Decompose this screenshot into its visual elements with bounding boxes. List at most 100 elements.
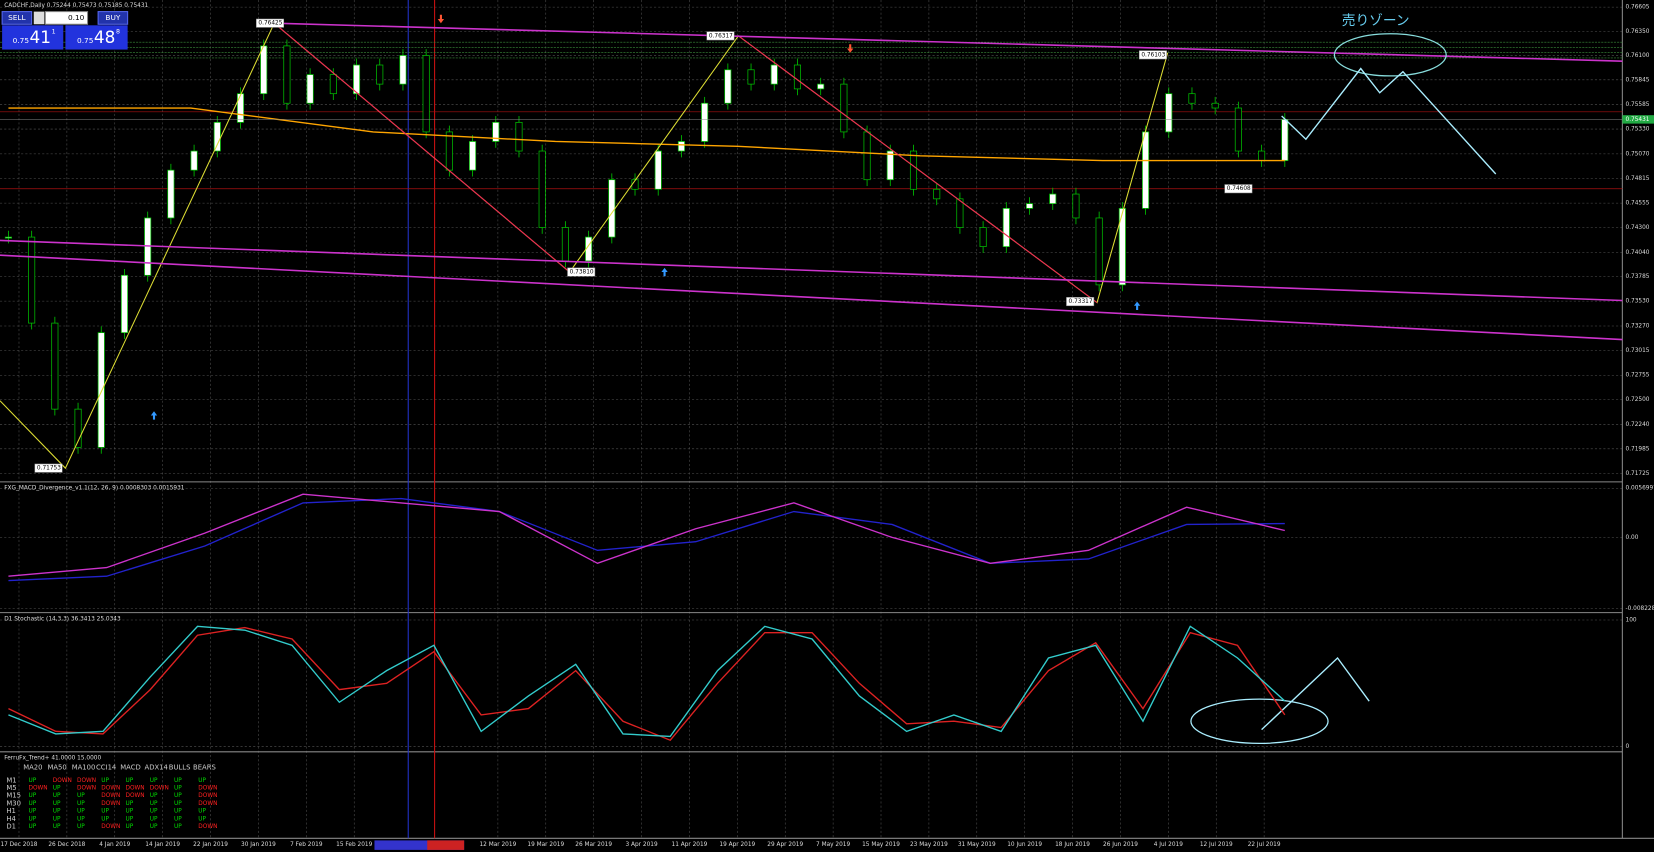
buy-price-pips: 48: [94, 27, 115, 47]
trend-cell: UP: [53, 793, 61, 799]
candle: [97, 332, 105, 448]
indicators: [8, 493, 1286, 742]
candle: [1258, 150, 1266, 161]
trend-cell: DOWN: [198, 824, 217, 830]
candle: [956, 198, 964, 228]
trend-cell: UP: [53, 809, 61, 815]
stoch-ellipse: [1190, 698, 1329, 745]
trend-cell: UP: [126, 778, 134, 784]
candle: [329, 74, 337, 95]
y-tick-label: 0.74555: [1626, 201, 1650, 207]
candle: [561, 227, 569, 262]
candle: [376, 64, 384, 85]
candle: [1002, 208, 1010, 247]
date-label: 31 May 2019: [958, 842, 996, 848]
trend-cell: UP: [28, 801, 36, 807]
date-label: 26 Jun 2019: [1103, 842, 1138, 848]
lot-field[interactable]: [44, 11, 89, 25]
swing-label: 0.71753: [37, 466, 61, 472]
trend-cell: UP: [150, 809, 158, 815]
trend-cell: UP: [150, 801, 158, 807]
candle: [817, 83, 825, 90]
candle: [608, 179, 616, 238]
candle: [445, 131, 453, 171]
date-label: 19 Apr 2019: [719, 842, 755, 848]
trend-cell: DOWN: [53, 778, 72, 784]
candle: [74, 408, 82, 448]
trend-cell: UP: [53, 801, 61, 807]
date-highlight: [427, 840, 465, 850]
trend-cell: UP: [198, 809, 206, 815]
lot-dropdown[interactable]: [33, 11, 45, 25]
trend-timeframe: D1: [6, 822, 16, 830]
trend-column: MA50: [47, 764, 66, 772]
candle: [120, 274, 129, 334]
trend-cell: UP: [28, 824, 36, 830]
sell-price-pips: 41: [30, 27, 51, 47]
date-label: 15 Feb 2019: [336, 842, 372, 848]
trend-cell: UP: [28, 809, 36, 815]
candle: [1095, 217, 1103, 286]
candle: [1234, 107, 1242, 152]
trend-column: CCI14: [96, 764, 116, 772]
date-highlight: [374, 840, 465, 850]
swing-label-box: [1066, 297, 1095, 307]
stochastic-signal: [8, 626, 1286, 742]
date-label: 30 Jan 2019: [241, 842, 276, 848]
date-label: 26 Dec 2018: [48, 842, 85, 848]
trend-cell: UP: [53, 816, 61, 822]
trend-cell: DOWN: [198, 793, 217, 799]
y-tick-label: 0.73785: [1626, 274, 1650, 280]
trend-cell: DOWN: [101, 793, 120, 799]
y-tick-label: 0.76605: [1626, 5, 1650, 11]
candle: [306, 74, 314, 104]
sell-button[interactable]: [1, 11, 33, 25]
sell-price-box[interactable]: [2, 25, 64, 50]
trend-cell: UP: [53, 785, 61, 791]
y-tick-label: 0.74040: [1626, 250, 1650, 256]
trend-cell: UP: [126, 801, 134, 807]
macd-title: FXG_MACD_Divergence_v1.1(12, 26, 9) 0.00…: [4, 486, 185, 492]
candle: [933, 188, 941, 200]
candle: [840, 83, 848, 133]
trend-cell: UP: [174, 785, 182, 791]
candle: [283, 45, 291, 104]
candle: [863, 131, 871, 181]
candle: [190, 150, 198, 171]
candle: [4, 236, 12, 239]
resistance-line: [274, 22, 1623, 62]
trend-column: MA100: [72, 764, 96, 772]
zigzag-down: [273, 22, 570, 273]
levels: [0, 41, 1623, 190]
trend-timeframe: M30: [6, 799, 21, 807]
candle: [1142, 131, 1150, 209]
moving-average: [8, 107, 1285, 162]
trend-cell: UP: [150, 816, 158, 822]
date-label: 7 May 2019: [816, 842, 850, 848]
date-label: 22 Jul 2019: [1248, 842, 1281, 848]
y-tick-label: 0.76350: [1626, 29, 1650, 35]
date-label: 12 Jul 2019: [1200, 842, 1233, 848]
trend-cell: UP: [174, 816, 182, 822]
stoch-title: D1 Stochastic (14,3,3) 36.3413 25.0343: [4, 616, 121, 622]
candle: [51, 322, 59, 410]
symbol-header: CADCHF,Daily 0.75244 0.75473 0.75185 0.7…: [4, 3, 148, 9]
y-tick-label: -0.0082283: [1626, 606, 1654, 612]
date-axis: 17 Dec 2018 26 Dec 2018 4 Jan 2019 14 Jan 2…: [0, 842, 1280, 848]
zone-ellipse: [1333, 33, 1447, 77]
y-tick-label: 0.73270: [1626, 323, 1650, 329]
y-tick-label: 0.0056997: [1626, 486, 1654, 492]
buy-button[interactable]: [97, 11, 129, 25]
date-label: 26 Mar 2019: [575, 842, 612, 848]
date-label: 17 Dec 2018: [0, 842, 37, 848]
trend-timeframe: H4: [6, 815, 16, 823]
y-tick-label: 0.73015: [1626, 348, 1650, 354]
current-price-label: 0.75431: [1626, 117, 1650, 123]
trend-cell: UP: [77, 793, 85, 799]
trend-cell: UP: [28, 778, 36, 784]
candle: [793, 64, 801, 90]
date-label: 10 Jun 2019: [1007, 842, 1042, 848]
trade-panel: SELL 0.10 BUY 0.75 41 1 0.75 48 8: [1, 11, 129, 50]
buy-price-box[interactable]: [65, 25, 128, 50]
